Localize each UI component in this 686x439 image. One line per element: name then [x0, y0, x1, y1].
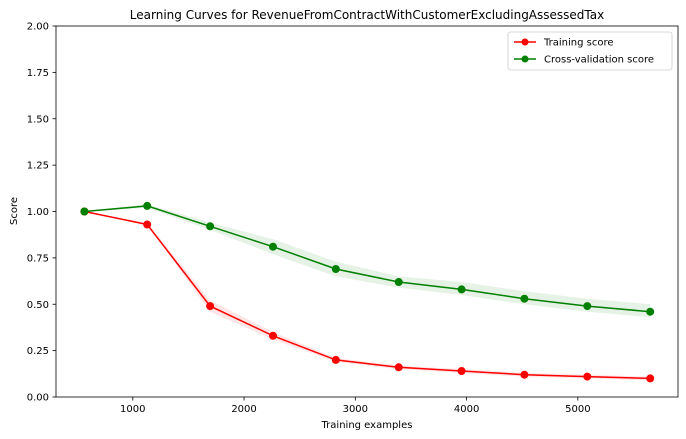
series-line-0: [84, 210, 651, 380]
data-point-0-1: [143, 220, 152, 229]
x-tick-label: 1000: [120, 404, 145, 415]
data-point-0-4: [331, 355, 340, 364]
plot-frame: [55, 25, 679, 398]
chart-title: Learning Curves for RevenueFromContractW…: [130, 8, 604, 22]
data-point-0-6: [457, 367, 466, 375]
confidence-band-1: [84, 204, 651, 318]
y-tick-label: 2.00: [27, 22, 49, 33]
y-tick-label: 1.50: [27, 114, 49, 125]
x-axis-label: Training examples: [321, 420, 413, 431]
y-tick-label: 1.00: [27, 207, 49, 218]
data-point-0-3: [269, 331, 277, 340]
data-point-1-0: [80, 207, 89, 216]
series-points: [80, 201, 655, 383]
x-tick-label: 3000: [343, 404, 368, 415]
data-point-1-1: [143, 201, 152, 210]
data-point-1-6: [457, 285, 466, 294]
legend-marker-0: [521, 38, 529, 46]
y-tick-label: 0.00: [27, 393, 49, 404]
data-point-1-3: [269, 242, 277, 251]
data-point-0-9: [646, 374, 655, 383]
data-point-1-5: [394, 278, 403, 286]
data-point-1-4: [331, 265, 340, 273]
y-tick-label: 0.25: [27, 346, 49, 357]
data-point-0-8: [583, 372, 592, 381]
y-tick-label: 0.50: [27, 300, 49, 311]
y-tick-label: 1.25: [27, 161, 49, 172]
data-point-1-7: [520, 294, 529, 303]
x-tick-label: 4000: [454, 404, 479, 415]
y-axis-ticks: 0.00 0.25 0.50 0.75 1.00 1.25 1.50 1.75 2.00: [27, 22, 56, 404]
legend-label-0: Training score: [543, 38, 614, 49]
legend-marker-1: [521, 55, 529, 63]
data-point-1-8: [583, 302, 592, 311]
series-line-1: [84, 205, 651, 313]
confidence-band-0: [84, 211, 651, 381]
x-tick-label: 5000: [565, 404, 590, 415]
y-axis-label: Score: [9, 197, 20, 225]
data-point-1-9: [646, 307, 655, 316]
confidence-bands: [84, 204, 651, 381]
x-tick-label: 2000: [231, 404, 256, 415]
legend-box: [507, 31, 673, 71]
legend-label-1: Cross-validation score: [544, 55, 654, 66]
data-point-1-2: [206, 222, 215, 231]
data-point-0-2: [206, 302, 215, 311]
x-axis-ticks: 1000 2000 3000 4000 5000: [120, 397, 591, 415]
y-tick-label: 0.75: [27, 253, 49, 264]
legend: Training score Cross-validation score: [507, 31, 673, 71]
series-lines: [84, 205, 651, 380]
data-point-0-5: [394, 363, 403, 372]
data-point-0-7: [520, 370, 529, 379]
y-tick-label: 1.75: [27, 68, 49, 79]
